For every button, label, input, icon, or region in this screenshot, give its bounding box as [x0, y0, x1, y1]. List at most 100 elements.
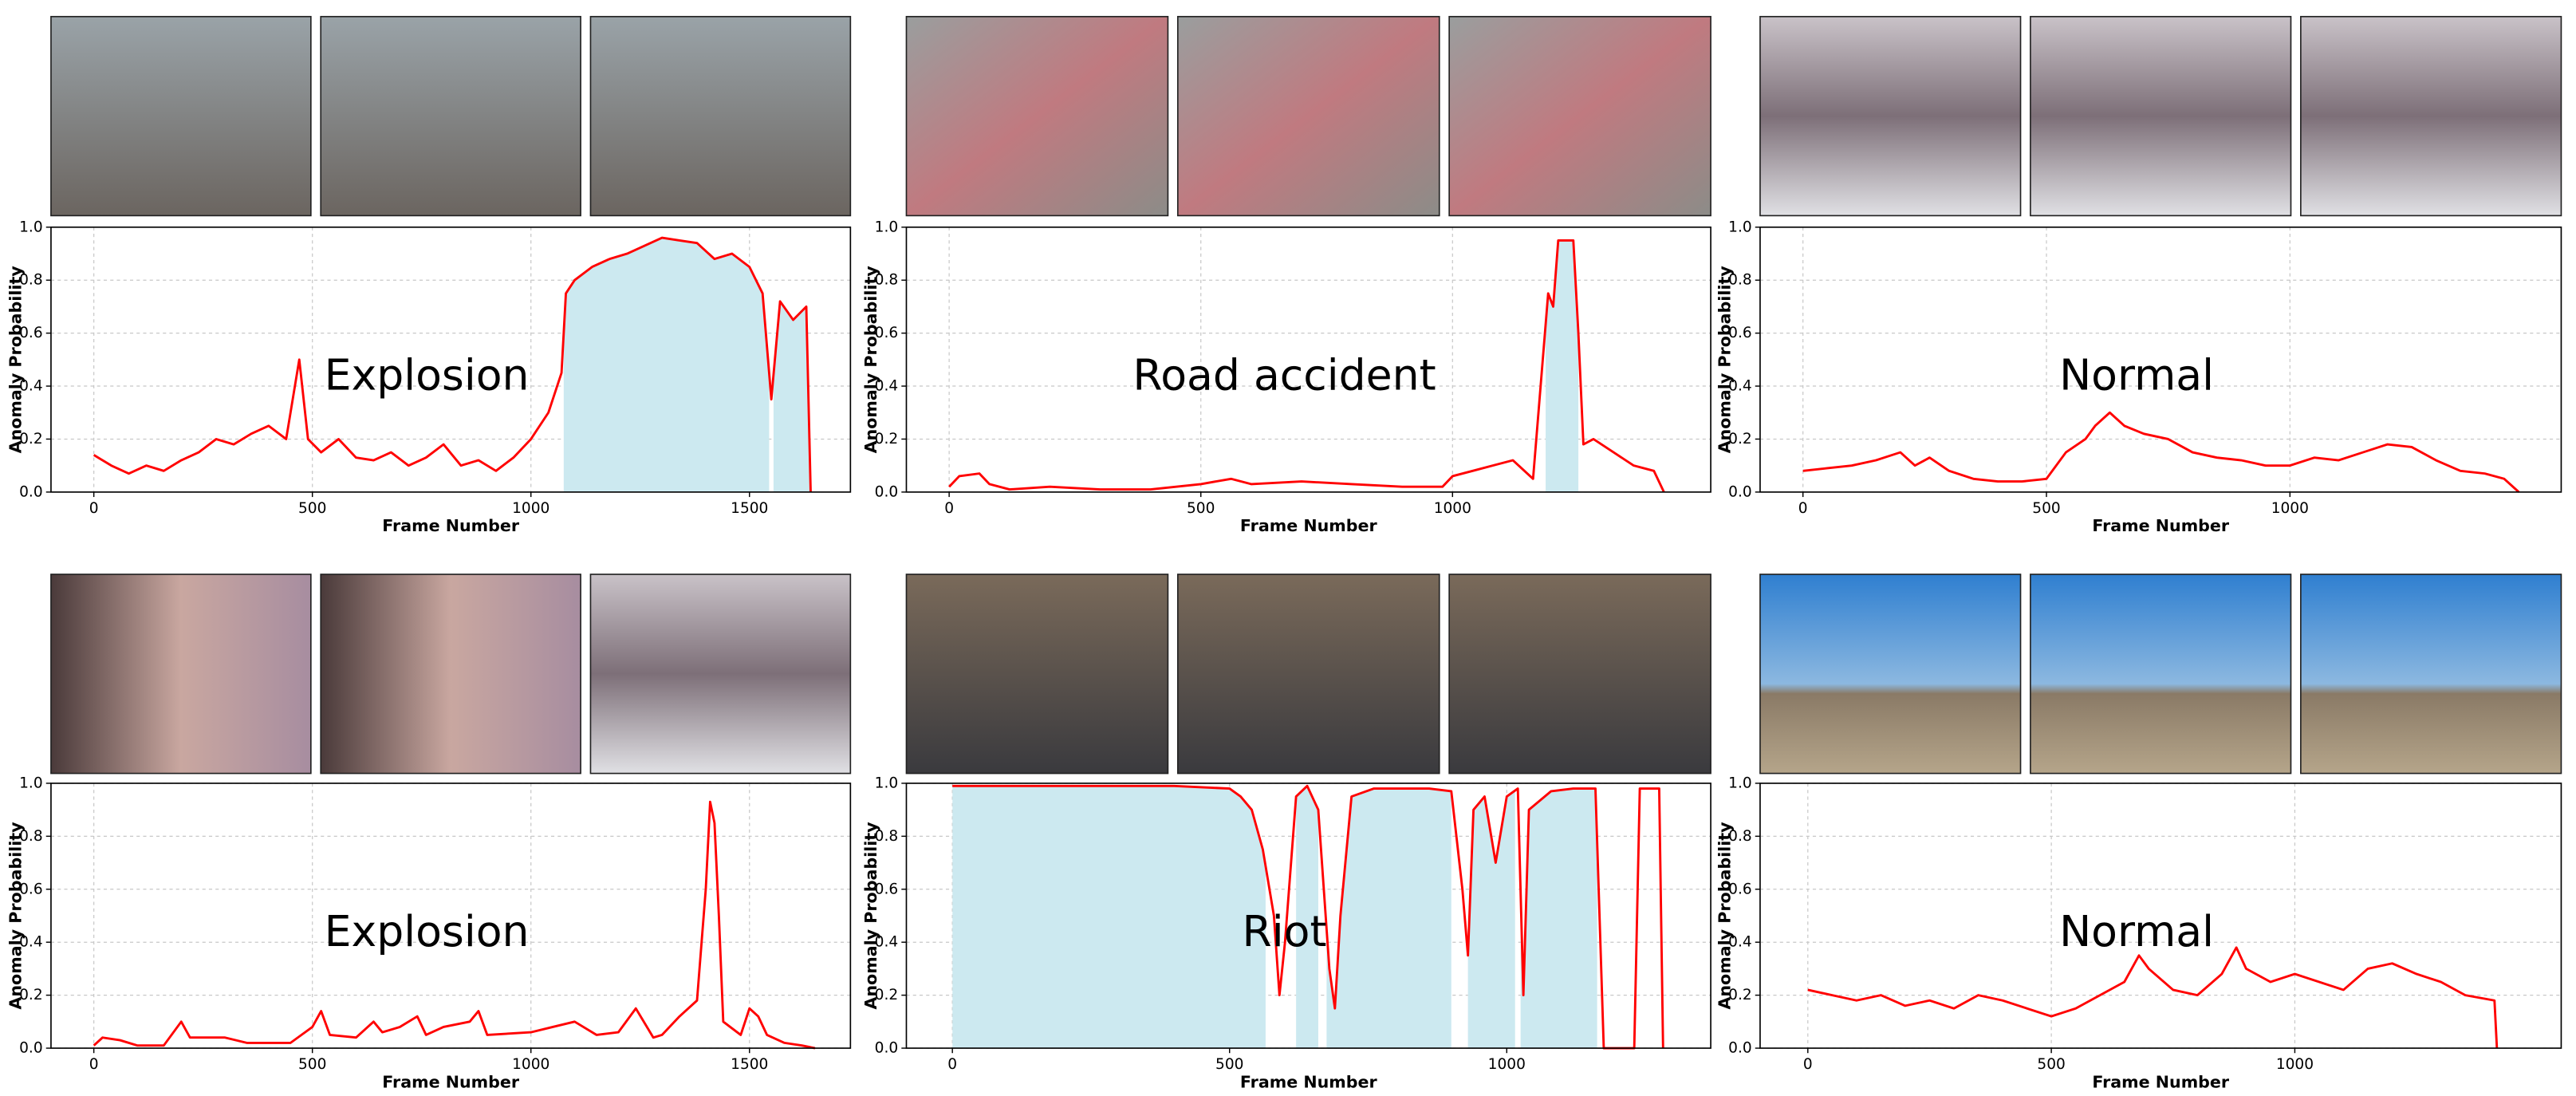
- annotation: Normal: [2059, 350, 2214, 400]
- x-tick-label: 500: [298, 1056, 326, 1073]
- y-tick-label: 0.0: [875, 483, 899, 500]
- y-tick-label: 0.6: [19, 325, 43, 341]
- plot-frame: [1759, 783, 2562, 1049]
- y-axis-label: Anomaly Probability: [861, 822, 880, 1010]
- video-frame-border: [2300, 15, 2562, 217]
- x-axis-label: Frame Number: [2092, 516, 2230, 535]
- video-frame: [50, 16, 311, 216]
- y-tick-label: 0.8: [19, 828, 43, 845]
- data-line: [1802, 411, 2520, 493]
- y-axis-label: Anomaly Probability: [6, 266, 26, 454]
- y-tick-label: 0.2: [875, 431, 899, 447]
- y-tick-label: 1.0: [875, 219, 899, 235]
- y-tick-label: 0.0: [1728, 1040, 1752, 1057]
- video-frame: [590, 574, 851, 774]
- annotation: Road accident: [1132, 350, 1436, 400]
- y-tick-label: 0.4: [1728, 934, 1752, 951]
- video-frame-border: [1448, 574, 1711, 775]
- video-frame-border: [905, 15, 1169, 217]
- video-frame: [1177, 574, 1440, 774]
- video-frame-border: [2030, 15, 2292, 217]
- data-line: [948, 239, 1665, 493]
- data-line: [1807, 946, 2499, 1049]
- x-tick-label: 0: [1803, 1056, 1813, 1073]
- video-frame-border: [1759, 574, 2022, 775]
- video-frame: [50, 574, 311, 774]
- x-tick-label: 500: [2032, 500, 2060, 517]
- y-tick-label: 0.6: [19, 881, 43, 897]
- y-axis-label: Anomaly Probability: [6, 822, 26, 1010]
- video-frame-border: [1176, 15, 1440, 217]
- video-frame: [2030, 574, 2291, 774]
- y-tick-label: 0.0: [1728, 483, 1752, 500]
- annotation: Explosion: [325, 906, 530, 956]
- y-tick-label: 1.0: [1728, 219, 1752, 235]
- video-frame: [2030, 16, 2291, 216]
- chart-panel: 0.0 0.2 0.4 0.6 0.8 1.0 0 500 1000 Road accident F…: [861, 15, 1711, 535]
- y-tick-label: 0.8: [1728, 828, 1752, 845]
- video-frame: [1759, 574, 2021, 774]
- y-axis-label: Anomaly Probability: [1715, 266, 1735, 454]
- y-tick-label: 0.0: [19, 1040, 43, 1057]
- video-frame: [321, 574, 581, 774]
- y-tick-label: 0.2: [19, 431, 43, 447]
- x-axis-label: Frame Number: [2092, 1072, 2230, 1091]
- shaded-region: [1546, 240, 1579, 492]
- video-frame-border: [320, 15, 581, 217]
- plot-frame: [1759, 226, 2562, 493]
- y-axis-label: Anomaly Probability: [861, 266, 880, 454]
- x-axis-label: Frame Number: [1240, 1072, 1378, 1091]
- shaded-region: [1467, 786, 1515, 1049]
- shaded-region: [1326, 786, 1451, 1049]
- video-frame-border: [2030, 574, 2292, 775]
- annotation: Explosion: [325, 350, 530, 400]
- x-tick-label: 500: [298, 500, 326, 517]
- shaded-region: [563, 238, 770, 492]
- x-axis-label: Frame Number: [1240, 516, 1378, 535]
- y-tick-label: 0.0: [19, 483, 43, 500]
- y-tick-label: 1.0: [19, 775, 43, 791]
- video-frame-border: [589, 574, 852, 775]
- video-frame: [590, 16, 851, 216]
- annotation: Normal: [2059, 906, 2214, 956]
- x-tick-label: 1500: [731, 500, 768, 517]
- shaded-region: [1296, 786, 1318, 1049]
- y-tick-label: 1.0: [1728, 775, 1752, 791]
- video-frame-border: [905, 574, 1169, 775]
- video-frame-border: [50, 15, 312, 217]
- y-tick-label: 0.2: [1728, 987, 1752, 1003]
- shaded-region: [773, 238, 811, 492]
- video-frame: [1177, 16, 1440, 216]
- video-frame: [1759, 16, 2021, 216]
- y-tick-label: 0.4: [1728, 378, 1752, 395]
- video-frame: [1449, 574, 1711, 774]
- x-tick-label: 0: [89, 1056, 99, 1073]
- y-tick-label: 0.4: [875, 934, 899, 951]
- y-tick-label: 0.6: [1728, 325, 1752, 341]
- x-tick-label: 1000: [1434, 500, 1471, 517]
- plot-frame: [50, 226, 852, 493]
- x-tick-label: 500: [1215, 1056, 1243, 1073]
- video-frame-border: [589, 15, 852, 217]
- chart-panel: 0.0 0.2 0.4 0.6 0.8 1.0 0 500 1000 Normal Frame Nu…: [1715, 574, 2562, 1091]
- y-tick-label: 0.6: [875, 325, 899, 341]
- y-tick-label: 0.4: [875, 378, 899, 395]
- video-frame-border: [320, 574, 581, 775]
- video-frame-border: [1759, 15, 2022, 217]
- y-tick-label: 0.2: [19, 987, 43, 1003]
- x-axis-label: Frame Number: [382, 516, 520, 535]
- x-tick-label: 0: [89, 500, 99, 517]
- x-tick-label: 500: [2037, 1056, 2065, 1073]
- x-tick-label: 500: [1187, 500, 1215, 517]
- video-frame-border: [50, 574, 312, 775]
- shaded-region: [1607, 786, 1633, 1049]
- y-tick-label: 0.2: [1728, 431, 1752, 447]
- data-line: [93, 236, 812, 492]
- x-tick-label: 1000: [1488, 1056, 1526, 1073]
- video-frame: [906, 574, 1168, 774]
- video-frame-border: [1448, 15, 1711, 217]
- video-frame: [2300, 574, 2562, 774]
- x-tick-label: 1000: [512, 500, 549, 517]
- x-axis-label: Frame Number: [382, 1072, 520, 1091]
- chart-panel: 0.0 0.2 0.4 0.6 0.8 1.0 0 500 1000 Riot Frame Numb…: [861, 574, 1711, 1091]
